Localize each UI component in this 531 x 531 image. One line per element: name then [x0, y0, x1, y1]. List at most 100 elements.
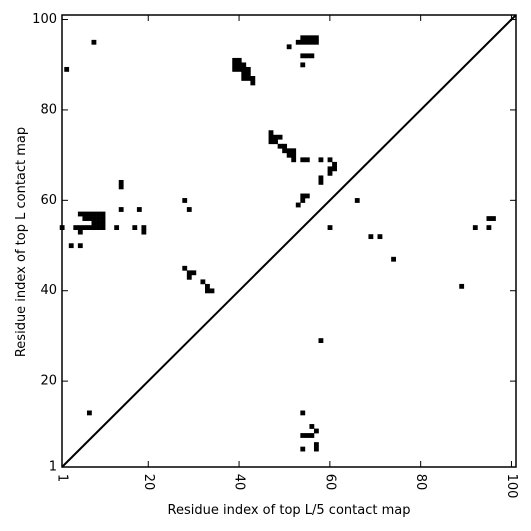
contact-cell-upper: [282, 143, 288, 149]
contact-cell-upper: [327, 166, 333, 172]
contact-cell-upper: [300, 198, 306, 203]
contact-cell-upper: [318, 175, 324, 181]
contact-cell-lower: [82, 216, 88, 221]
y-tick-label: 20: [40, 374, 57, 389]
contact-cell-lower: [96, 216, 101, 221]
contact-cell-lower: [100, 216, 106, 221]
contact-cell-lower: [313, 442, 319, 447]
contact-cell-lower: [96, 211, 101, 217]
contact-cell-lower: [77, 243, 83, 249]
contact-cell-upper: [205, 283, 210, 289]
contact-cell-upper: [459, 283, 465, 289]
contact-cell-upper: [377, 234, 383, 240]
contact-cell-upper: [232, 57, 238, 63]
contact-cell-upper: [391, 256, 396, 262]
contact-cell-lower: [309, 424, 315, 429]
axis-ticks: [61, 15, 516, 468]
contact-cell-lower: [82, 225, 88, 230]
contact-cell-upper: [191, 270, 197, 276]
contact-cell-upper: [291, 157, 297, 163]
contact-cell-lower: [141, 229, 147, 235]
contact-cell-upper: [318, 179, 324, 185]
contact-cell-upper: [332, 166, 337, 172]
contact-cell-upper: [250, 76, 256, 81]
contact-cell-upper: [241, 76, 247, 81]
contact-cell-lower: [77, 229, 83, 235]
contact-cell-lower: [86, 410, 92, 416]
contact-cell-lower: [86, 225, 92, 230]
contact-cell-upper: [313, 39, 319, 45]
contact-cell-lower: [132, 225, 138, 230]
contact-cell-lower: [114, 225, 120, 230]
contact-cell-upper: [304, 157, 310, 163]
contact-cell-upper: [286, 152, 292, 158]
contact-cell-lower: [313, 428, 319, 434]
y-tick-label: 100: [32, 12, 57, 27]
contact-cell-upper: [64, 66, 70, 72]
contact-cell-upper: [300, 193, 306, 199]
contact-cell-upper: [486, 225, 492, 230]
contact-cell-upper: [232, 62, 238, 68]
contact-cell-lower: [73, 225, 79, 230]
x-tick-label: 100: [504, 474, 519, 499]
contact-cell-lower: [77, 211, 83, 217]
x-axis-label: Residue index of top L/5 contact map: [168, 503, 411, 518]
contact-cell-upper: [309, 39, 315, 45]
contact-cell-lower: [96, 225, 101, 230]
contact-cell-lower: [91, 216, 97, 221]
contact-cell-upper: [354, 198, 360, 203]
contact-cell-upper: [282, 148, 288, 154]
contact-cell-upper: [273, 139, 278, 145]
diagonal-line: [61, 14, 517, 468]
contact-cell-upper: [245, 76, 251, 81]
contact-cell-upper: [241, 71, 247, 77]
contact-cell-upper: [268, 139, 274, 145]
x-tick-label: 1: [55, 474, 70, 482]
x-tick-label: 20: [141, 474, 156, 491]
y-tick-label: 60: [40, 193, 57, 208]
contact-cell-upper: [309, 53, 315, 59]
contact-cell-lower: [100, 225, 106, 230]
contact-cell-upper: [304, 39, 310, 45]
y-tick-label: 1: [49, 460, 57, 475]
contact-cell-lower: [91, 220, 97, 226]
contact-cell-upper: [232, 66, 238, 72]
contact-cell-upper: [277, 143, 283, 149]
y-axis-label: Residue index of top L contact map: [14, 127, 29, 357]
contact-cell-upper: [327, 170, 333, 176]
contact-cell-upper: [236, 66, 242, 72]
contact-cell-lower: [68, 243, 74, 249]
contact-cell-lower: [304, 433, 310, 438]
contact-cell-upper: [304, 53, 310, 59]
contact-cell-upper: [200, 279, 206, 285]
contact-cell-lower: [141, 225, 147, 230]
contact-cell-upper: [273, 134, 278, 140]
contact-cell-lower: [86, 211, 92, 217]
contact-cell-lower: [91, 211, 97, 217]
contact-cell-lower: [313, 446, 319, 452]
contact-cell-lower: [100, 211, 106, 217]
contact-cell-upper: [291, 152, 297, 158]
contact-cell-upper: [300, 62, 306, 68]
contact-cell-upper: [300, 157, 306, 163]
contact-cell-upper: [295, 39, 301, 45]
contact-cell-upper: [268, 134, 274, 140]
contact-cell-upper: [300, 39, 306, 45]
contact-cell-upper: [91, 39, 97, 45]
contact-cell-upper: [491, 216, 496, 221]
contact-cell-lower: [77, 225, 83, 230]
contact-cell-upper: [368, 234, 374, 240]
contact-cell-upper: [205, 288, 210, 294]
contact-cell-upper: [472, 225, 478, 230]
contact-cell-upper: [327, 225, 333, 230]
y-tick-label: 40: [40, 283, 57, 298]
contact-cell-upper: [268, 130, 274, 136]
contact-cell-lower: [300, 446, 306, 452]
contact-cell-upper: [300, 35, 306, 41]
contact-cell-lower: [118, 179, 124, 185]
contact-cell-upper: [186, 270, 192, 276]
contact-cell-upper: [245, 71, 251, 77]
contact-cell-upper: [241, 66, 247, 72]
